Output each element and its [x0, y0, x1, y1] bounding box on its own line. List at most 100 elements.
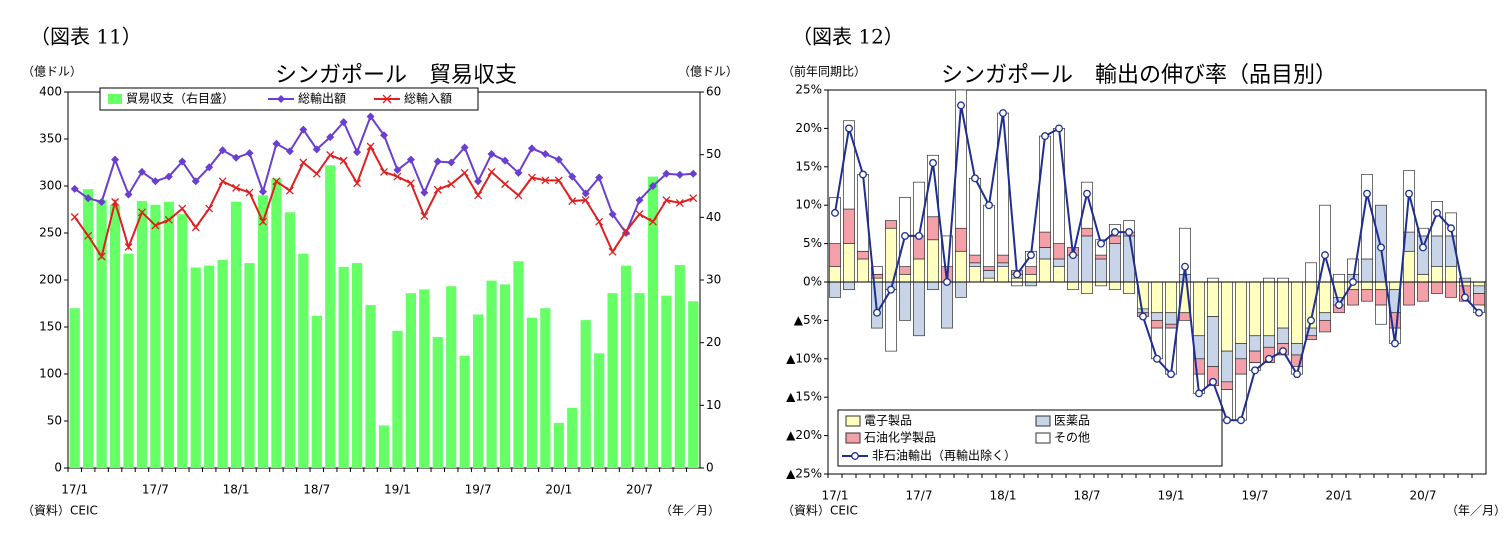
y-tick-label: 150 [39, 320, 62, 334]
bar-segment [1473, 285, 1485, 294]
bar-segment [1347, 258, 1359, 275]
marker [124, 243, 133, 252]
bar [486, 280, 497, 468]
marker [339, 156, 348, 165]
bar [257, 195, 269, 468]
marker [1279, 347, 1287, 356]
marker [245, 188, 254, 197]
y2-tick-label: 40 [706, 210, 721, 224]
bar-segment [843, 208, 855, 244]
bar-segment [1151, 320, 1163, 329]
marker [873, 308, 881, 317]
marker [178, 204, 187, 213]
marker [84, 231, 93, 240]
bar-segment [1123, 281, 1135, 294]
marker [1405, 189, 1413, 198]
marker [70, 213, 79, 221]
marker [1293, 370, 1301, 379]
marker [474, 177, 483, 186]
x-tick-label: 20/7 [1410, 489, 1437, 503]
legend-swatch [1035, 415, 1051, 427]
bar-segment [1095, 254, 1107, 260]
bar [311, 315, 322, 468]
marker [608, 247, 617, 256]
legend-label: その他 [1054, 431, 1090, 445]
marker [501, 180, 509, 189]
bar-segment [1319, 312, 1331, 321]
bar-segment [1179, 312, 1191, 321]
marker [1013, 270, 1021, 279]
marker [635, 196, 644, 205]
bar [163, 201, 174, 468]
bar [432, 337, 443, 468]
marker [218, 177, 227, 186]
marker [380, 131, 388, 140]
bar [473, 314, 484, 468]
bar-segment [1403, 281, 1415, 306]
legend-label: 貿易収支（右目盛） [126, 91, 234, 106]
bar [271, 178, 282, 469]
x-tick-label: 18/7 [303, 483, 330, 497]
bar [190, 267, 201, 468]
y-axis-label: （前年同期比） [782, 64, 866, 79]
bar [351, 263, 363, 468]
bar [217, 259, 228, 468]
marker [353, 179, 362, 188]
marker [662, 169, 671, 178]
marker [111, 155, 120, 164]
figure-label: （図表 11） [30, 25, 142, 49]
y-tick-label: 50 [47, 414, 62, 428]
bar-segment [1375, 304, 1387, 325]
bar-segment [1109, 243, 1121, 283]
marker [1167, 370, 1175, 379]
bar-segment [1277, 327, 1289, 344]
bar-segment [1417, 235, 1429, 275]
bar-segment [857, 258, 869, 283]
bar-segment [1445, 266, 1457, 283]
marker [527, 173, 536, 182]
bar-segment [1417, 273, 1429, 283]
marker [501, 156, 510, 165]
bar-segment [1067, 254, 1079, 283]
bar-segment [1109, 281, 1121, 291]
marker [1461, 293, 1469, 302]
marker [447, 180, 456, 189]
marker [272, 177, 281, 186]
bar-segment [1039, 135, 1051, 233]
marker [1349, 278, 1357, 286]
bar-segment [955, 227, 967, 252]
y-tick-label: 15% [795, 159, 822, 173]
marker [178, 157, 187, 166]
bar [580, 320, 591, 468]
bar-segment [1221, 389, 1233, 421]
bar-segment [1389, 281, 1401, 291]
marker [689, 194, 698, 203]
x-tick-label: 18/1 [990, 489, 1017, 503]
bar-segment [1025, 266, 1037, 275]
marker [595, 173, 604, 182]
marker [1139, 312, 1147, 321]
marker [312, 145, 321, 154]
bar-segment [1305, 262, 1317, 283]
legend-swatch [845, 415, 861, 427]
bar-segment [843, 281, 855, 291]
bar-segment [1081, 181, 1093, 229]
y-tick-label: 10% [795, 198, 822, 212]
bar [499, 284, 511, 468]
bar-segment [829, 281, 841, 298]
x-tick-label: 19/7 [465, 483, 492, 497]
bar-segment [1291, 281, 1303, 344]
marker [420, 212, 429, 221]
marker [137, 167, 146, 176]
marker [1055, 124, 1063, 133]
marker [97, 252, 106, 261]
bar-segment [1221, 381, 1233, 390]
bar-segment [913, 258, 925, 283]
bar-segment [983, 204, 995, 267]
y-tick-label: 300 [39, 179, 62, 193]
marker [887, 285, 895, 294]
bar-segment [1067, 281, 1079, 291]
bar-segment [997, 254, 1009, 264]
bar [513, 261, 524, 468]
marker [339, 118, 348, 127]
